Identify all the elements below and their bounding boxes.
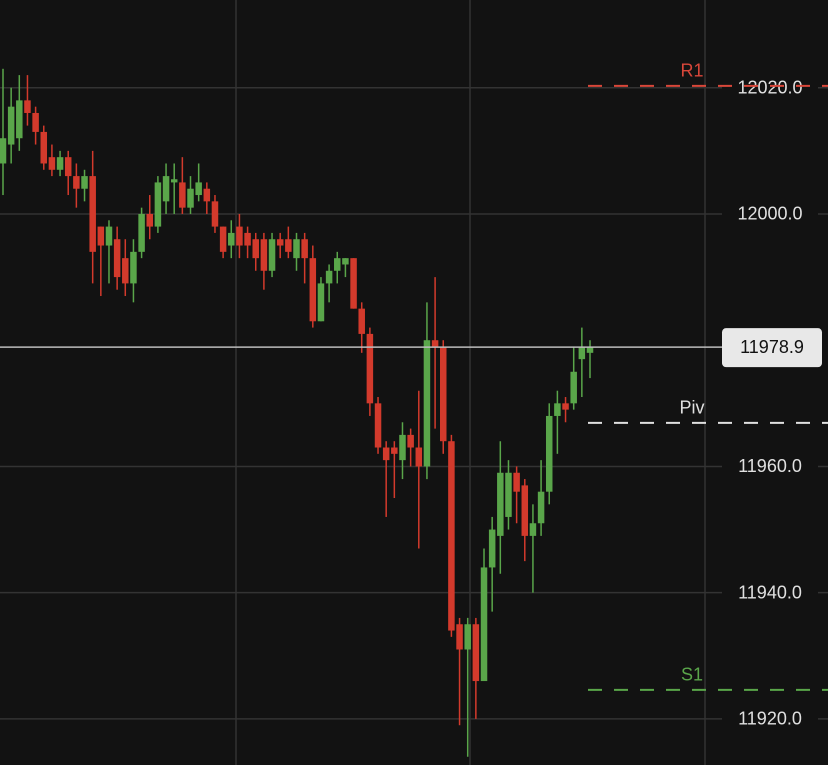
candle-body: [170, 179, 178, 183]
candle-body: [40, 131, 48, 164]
candle-body: [252, 239, 259, 259]
candle-body: [154, 182, 162, 227]
candle-body: [81, 176, 88, 189]
candle-body: [399, 434, 406, 461]
candle-body: [293, 239, 300, 259]
y-tick-label: 11960.0: [738, 456, 802, 476]
candle-body: [268, 239, 276, 271]
candle-body: [301, 239, 308, 259]
y-tick-label: 12020.0: [737, 77, 802, 97]
candle-body: [488, 529, 496, 568]
candle-body: [203, 188, 211, 202]
candle-body: [342, 258, 349, 265]
candle-body: [56, 157, 64, 170]
candle-body: [325, 270, 333, 284]
candle-body: [138, 213, 145, 252]
pivot-label: R1: [680, 61, 703, 81]
candle-body: [521, 485, 529, 536]
candle-body: [122, 258, 129, 284]
candle-body: [505, 472, 512, 517]
candle-body: [64, 157, 72, 177]
candle-body: [113, 239, 121, 278]
candle-body: [423, 340, 431, 467]
candle-body: [97, 226, 105, 246]
y-tick-label-bg: [722, 454, 818, 479]
candle-body: [578, 346, 586, 360]
candle-body: [586, 347, 594, 353]
y-tick-label-bg: [722, 706, 818, 731]
candle-body: [130, 251, 137, 284]
candle-body: [32, 112, 39, 132]
candle-body: [16, 100, 23, 139]
last-price-box: [722, 328, 822, 368]
candle-body: [187, 188, 194, 208]
pivot-label: Piv: [679, 398, 704, 418]
candle-body: [391, 447, 398, 454]
candle-body: [464, 624, 471, 650]
last-price-label: 11978.9: [740, 337, 804, 357]
candle-body: [228, 232, 235, 246]
candle-body: [570, 371, 577, 404]
y-tick-label-bg: [722, 201, 818, 226]
candle-body: [407, 434, 414, 448]
candle-body: [382, 447, 390, 461]
candle-body: [366, 333, 374, 404]
candle-body: [219, 226, 227, 252]
y-tick-label: 12000.0: [737, 204, 802, 224]
candle-body: [545, 415, 553, 492]
candle-body: [334, 258, 341, 271]
candle-body: [480, 567, 488, 682]
candle-body: [440, 346, 447, 442]
candle-body: [472, 624, 480, 682]
candle-body: [448, 441, 455, 631]
candle-body: [529, 523, 537, 536]
candle-body: [162, 176, 170, 202]
candle-body: [350, 258, 357, 309]
candle-body: [285, 239, 292, 252]
candle-body: [456, 624, 463, 650]
candle-body: [24, 100, 31, 113]
candle-body: [513, 472, 520, 492]
candle-body: [374, 403, 382, 448]
candle-body: [415, 447, 423, 467]
y-tick-label: 11940.0: [738, 582, 802, 602]
y-tick-label: 11920.0: [738, 709, 802, 729]
candle-body: [317, 283, 325, 322]
candle-body: [48, 157, 56, 170]
candle-body: [7, 106, 15, 145]
candle-body: [554, 403, 561, 416]
candle-body: [244, 232, 251, 246]
candle-body: [497, 472, 504, 536]
y-tick-label-bg: [722, 75, 818, 100]
candle-body: [146, 213, 153, 227]
candle-body: [260, 239, 268, 271]
candle-body: [276, 239, 284, 246]
y-tick-label-bg: [722, 580, 818, 605]
pivot-label: S1: [681, 665, 703, 685]
candle-body: [179, 182, 186, 208]
candle-body: [105, 226, 113, 246]
candle-body: [73, 176, 80, 189]
candle-body: [358, 308, 365, 334]
candle-body: [0, 138, 7, 164]
candle-body: [236, 226, 243, 246]
candle-body: [537, 491, 545, 524]
candle-body: [195, 182, 202, 196]
candle-body: [431, 340, 439, 347]
candle-body: [89, 176, 96, 252]
candle-body: [211, 201, 219, 227]
candle-body: [309, 258, 317, 322]
candle-body: [562, 403, 569, 410]
